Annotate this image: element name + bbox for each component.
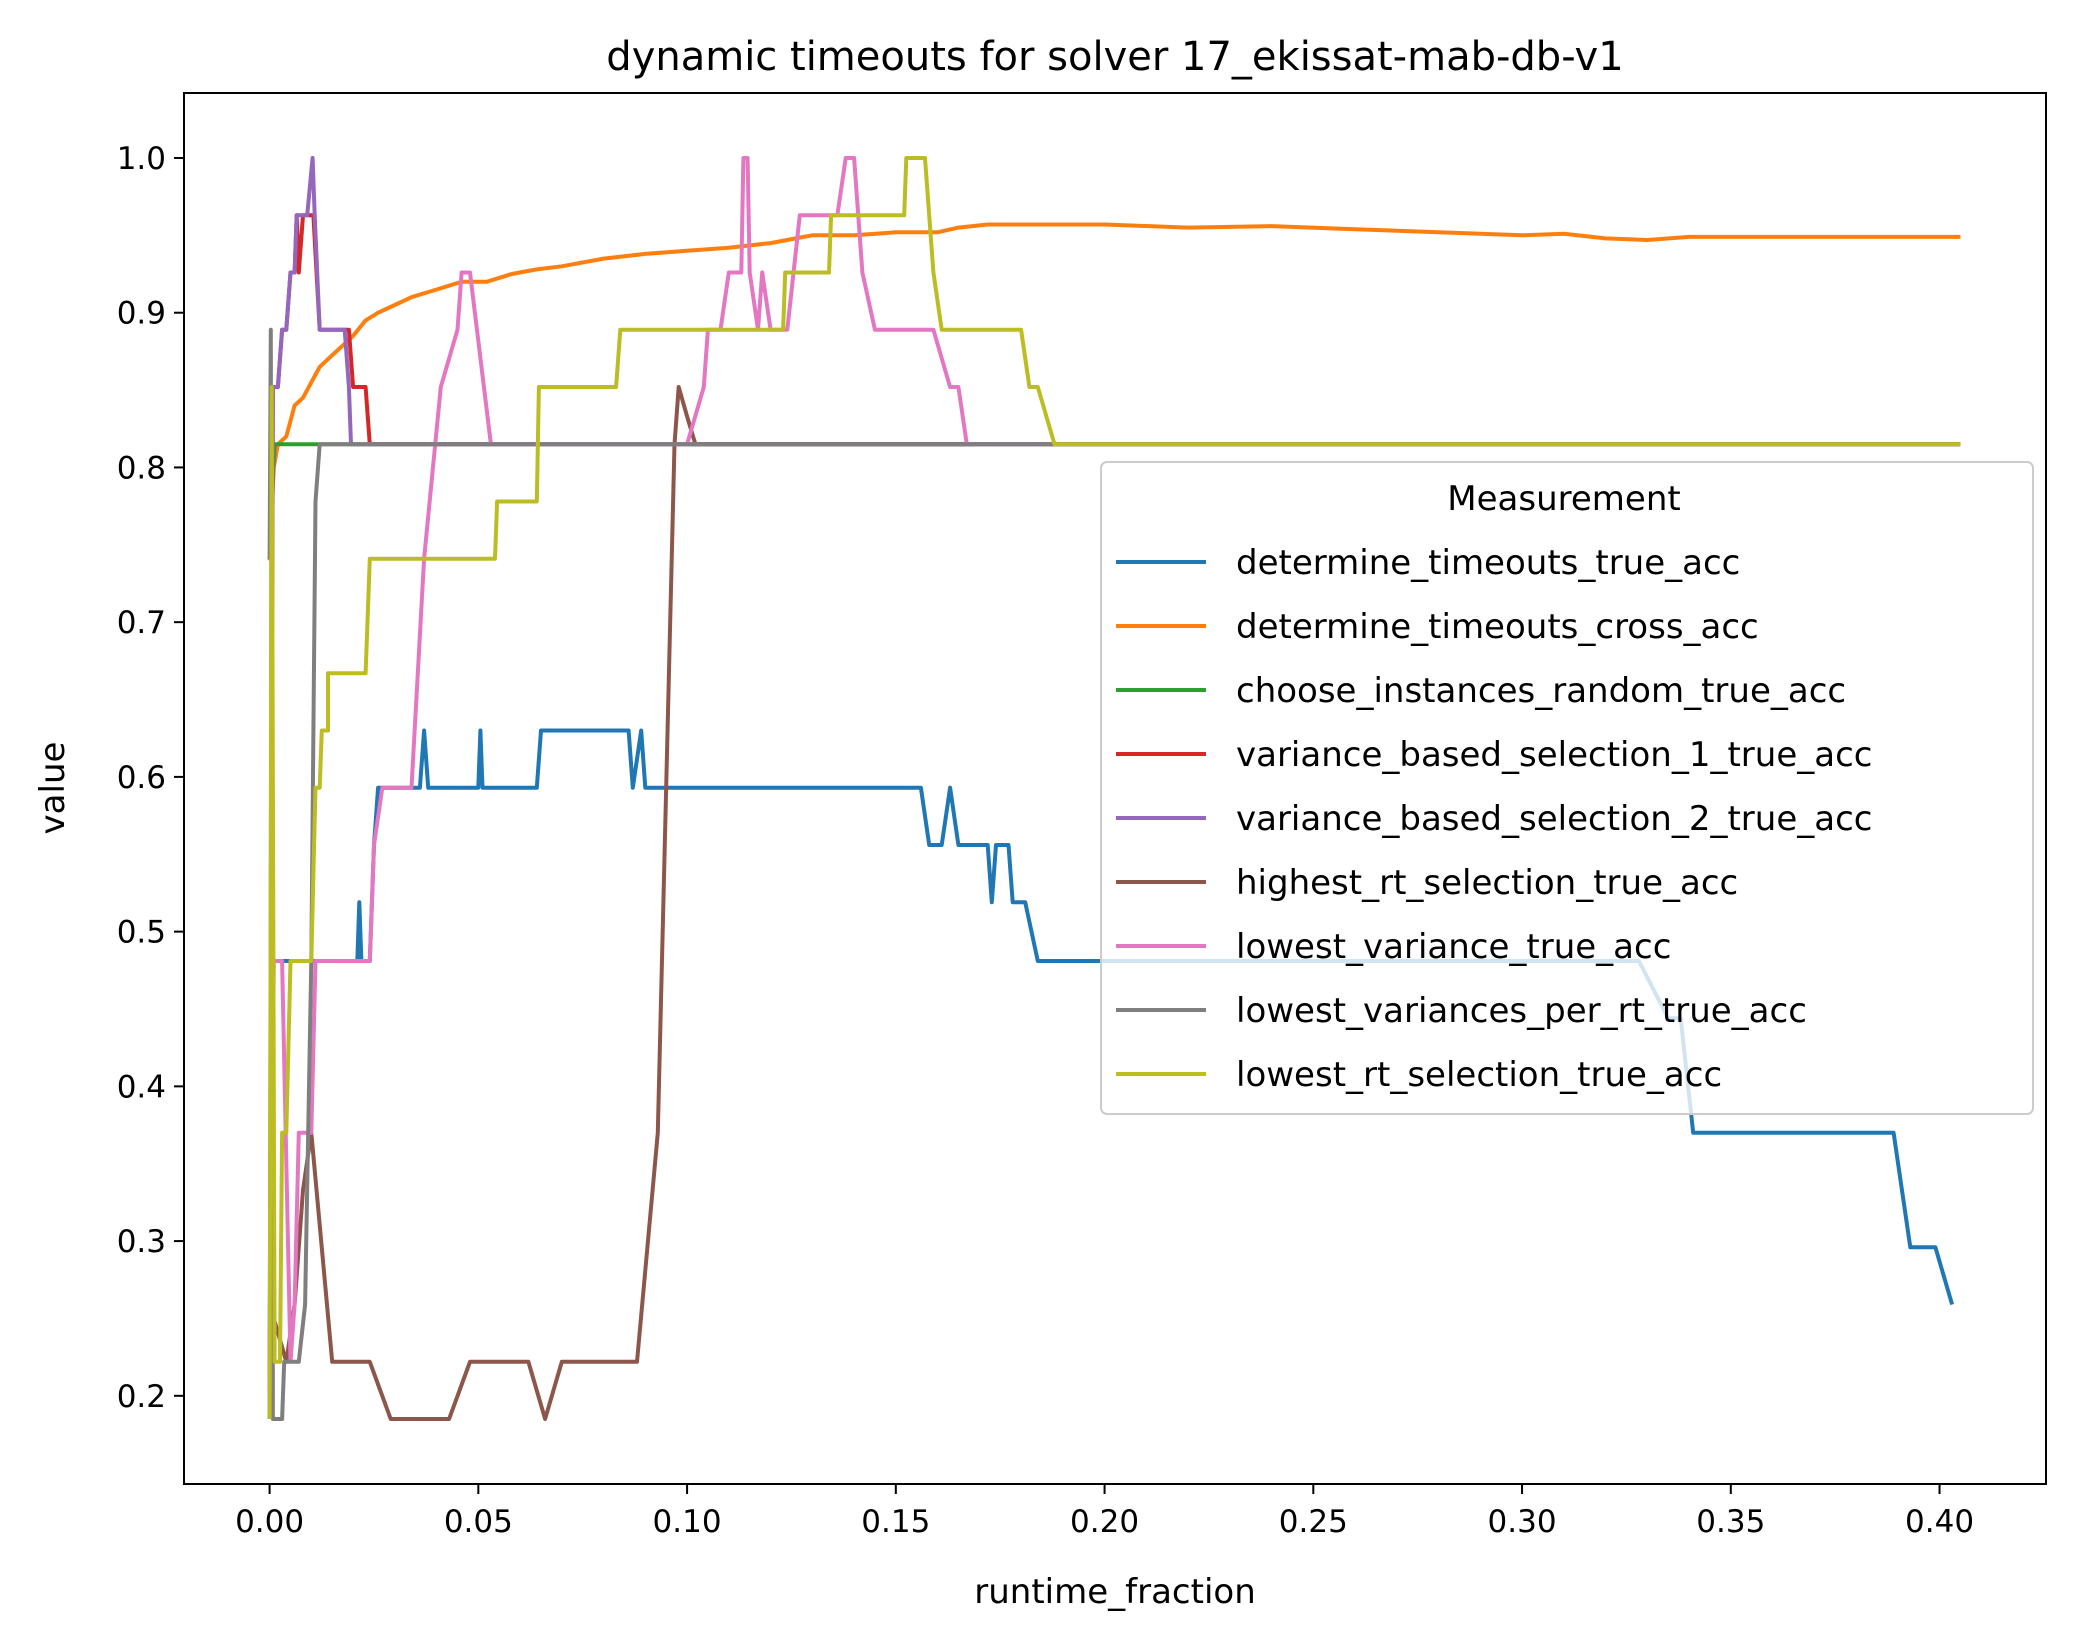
legend-entry-label: determine_timeouts_cross_acc <box>1236 607 1759 647</box>
x-axis-label: runtime_fraction <box>974 1572 1256 1612</box>
y-tick-label: 0.4 <box>117 1069 166 1105</box>
y-axis-label: value <box>33 742 73 835</box>
series-line-determine-timeouts-cross-acc <box>267 222 1961 561</box>
y-axis: 0.2 0.3 0.4 0.5 0.6 0.7 0.8 0.9 1.0 <box>117 141 184 1415</box>
legend-entry-label: variance_based_selection_1_true_acc <box>1236 735 1872 775</box>
y-tick-label: 0.9 <box>117 296 166 332</box>
legend-entry-label: lowest_rt_selection_true_acc <box>1236 1055 1722 1095</box>
y-tick-label: 0.6 <box>117 760 166 796</box>
x-tick-label: 0.15 <box>861 1504 930 1540</box>
legend-title: Measurement <box>1447 479 1680 519</box>
y-tick-label: 0.7 <box>117 605 166 641</box>
series-line-lowest-rt-selection-true-acc <box>267 156 1961 1420</box>
y-tick-label: 0.8 <box>117 450 166 486</box>
legend-entry-label: determine_timeouts_true_acc <box>1236 543 1740 583</box>
y-tick-label: 0.5 <box>117 915 166 951</box>
legend-entry-label: choose_instances_random_true_acc <box>1236 671 1846 711</box>
legend-box <box>1100 461 2034 1115</box>
x-tick-label: 0.05 <box>444 1504 513 1540</box>
y-tick-label: 0.2 <box>117 1379 166 1415</box>
x-tick-label: 0.30 <box>1488 1504 1557 1540</box>
legend-entry-label: lowest_variance_true_acc <box>1236 927 1671 967</box>
chart-title: dynamic timeouts for solver 17_ekissat-m… <box>606 34 1623 80</box>
legend-entry-label: highest_rt_selection_true_acc <box>1236 863 1738 903</box>
legend-entry-label: variance_based_selection_2_true_acc <box>1236 799 1872 839</box>
y-tick-label: 0.3 <box>117 1224 166 1260</box>
plot-frame <box>183 92 2047 1485</box>
x-axis: 0.00 0.05 0.10 0.15 0.20 0.25 0.30 0.35 0.40 <box>235 1484 1974 1540</box>
x-tick-label: 0.10 <box>653 1504 722 1540</box>
x-tick-label: 0.00 <box>235 1504 304 1540</box>
series-line-variance-based-selection-2-true-acc <box>267 156 1961 1420</box>
x-tick-label: 0.20 <box>1070 1504 1139 1540</box>
legend: Measurement determine_timeouts_true_accde… <box>1100 461 2034 1115</box>
x-tick-label: 0.40 <box>1905 1504 1974 1540</box>
x-tick-label: 0.25 <box>1279 1504 1348 1540</box>
legend-entry-label: lowest_variances_per_rt_true_acc <box>1236 991 1807 1031</box>
y-tick-label: 1.0 <box>117 141 166 177</box>
plot-area <box>267 156 1961 1421</box>
x-tick-label: 0.35 <box>1696 1504 1765 1540</box>
